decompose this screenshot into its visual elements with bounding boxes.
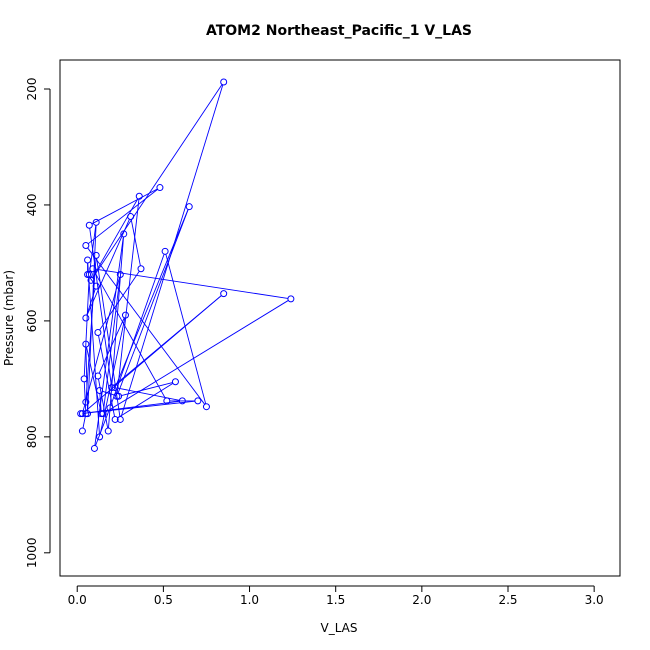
data-point xyxy=(99,410,107,418)
x-tick-label: 3.0 xyxy=(585,593,604,607)
data-point xyxy=(92,282,100,290)
series-segment xyxy=(93,271,166,399)
data-point xyxy=(80,375,88,383)
series-segment xyxy=(95,268,288,299)
series-segment xyxy=(92,84,223,279)
data-point xyxy=(220,290,228,298)
data-point xyxy=(137,265,145,273)
series-segment xyxy=(105,300,289,413)
series-segment xyxy=(102,277,121,411)
series-segment xyxy=(87,247,206,405)
data-point xyxy=(77,410,85,418)
x-tick-label: 0.5 xyxy=(154,593,173,607)
data-point xyxy=(96,433,104,441)
series-segment xyxy=(117,382,174,419)
data-point xyxy=(127,213,135,221)
series-segment xyxy=(99,270,140,331)
data-point xyxy=(108,384,116,392)
series-segment xyxy=(84,295,222,413)
x-axis-label: V_LAS xyxy=(321,621,358,635)
x-tick-label: 2.0 xyxy=(412,593,431,607)
series-segment xyxy=(95,410,110,446)
series-segment xyxy=(86,219,130,316)
series-segment xyxy=(83,277,90,376)
data-point xyxy=(163,397,171,405)
plot-frame xyxy=(59,59,621,577)
chart-title: ATOM2 Northeast_Pacific_1 V_LAS xyxy=(206,23,472,39)
x-tick-label: 0.0 xyxy=(68,593,87,607)
series-segment xyxy=(116,199,140,394)
series-segment xyxy=(91,188,158,225)
series-segment xyxy=(82,277,120,411)
data-point xyxy=(78,427,86,435)
data-point xyxy=(104,427,112,435)
data-point xyxy=(90,444,98,452)
data-point xyxy=(171,378,179,386)
data-point xyxy=(202,403,210,411)
data-point xyxy=(82,398,90,406)
data-point xyxy=(106,404,114,412)
data-point xyxy=(92,218,100,226)
data-point xyxy=(116,271,124,279)
y-tick-label: 400 xyxy=(25,193,39,216)
series-segment xyxy=(117,387,180,401)
y-axis-label: Pressure (mbar) xyxy=(2,270,16,366)
data-point xyxy=(82,242,90,250)
data-point xyxy=(96,386,104,394)
data-point xyxy=(287,295,295,303)
data-point xyxy=(87,276,95,284)
y-axis: 200 400 600 800 1000 xyxy=(25,78,51,569)
data-point xyxy=(85,221,93,229)
series-segment xyxy=(108,236,124,429)
series-segment xyxy=(130,219,141,266)
data-point xyxy=(161,247,169,255)
series-segment xyxy=(117,209,189,394)
data-point xyxy=(156,184,164,192)
series-segment xyxy=(85,258,97,400)
y-tick-label: 600 xyxy=(25,309,39,332)
x-tick-label: 1.0 xyxy=(240,593,259,607)
data-point xyxy=(220,78,228,86)
data-point xyxy=(185,203,193,211)
data-point xyxy=(111,415,119,423)
series-segment xyxy=(87,262,100,434)
data-point xyxy=(82,340,90,348)
series-segment xyxy=(82,416,86,429)
series-segment xyxy=(165,254,207,404)
x-axis: 0.0 0.5 1.0 1.5 2.0 2.5 3.0 xyxy=(68,585,604,607)
data-point xyxy=(84,256,92,264)
data-point xyxy=(111,384,119,392)
y-tick-label: 200 xyxy=(25,78,39,101)
series-segment xyxy=(87,189,158,245)
data-point xyxy=(121,311,129,319)
series-segment xyxy=(92,198,139,278)
data-point xyxy=(84,410,92,418)
data-point xyxy=(94,328,102,336)
data-layer xyxy=(77,78,295,452)
data-point xyxy=(92,251,100,259)
data-point xyxy=(135,192,143,200)
series-segment xyxy=(121,382,173,396)
data-point xyxy=(113,392,121,400)
y-tick-label: 1000 xyxy=(25,538,39,569)
data-point xyxy=(120,230,128,238)
data-point xyxy=(82,314,90,322)
data-point xyxy=(194,397,202,405)
series-segment xyxy=(110,254,165,406)
data-point xyxy=(178,397,186,405)
series-segment xyxy=(83,381,87,411)
data-point xyxy=(94,372,102,380)
x-tick-label: 1.5 xyxy=(326,593,345,607)
y-tick-label: 800 xyxy=(25,425,39,448)
data-point xyxy=(89,265,97,273)
data-point xyxy=(116,415,124,423)
x-tick-label: 2.5 xyxy=(498,593,517,607)
data-point xyxy=(84,271,92,279)
series-segment xyxy=(120,84,224,417)
